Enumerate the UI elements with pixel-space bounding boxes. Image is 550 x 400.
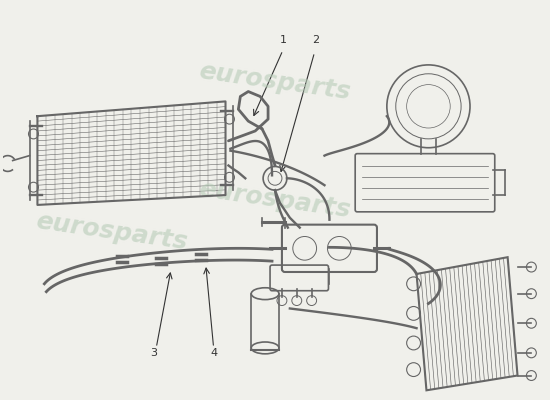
Text: eurosparts: eurosparts (197, 59, 353, 104)
Text: eurosparts: eurosparts (34, 209, 189, 254)
Text: 4: 4 (210, 348, 217, 358)
Text: 3: 3 (150, 348, 157, 358)
Text: 1: 1 (279, 35, 287, 45)
Text: eurosparts: eurosparts (197, 178, 353, 222)
Text: 2: 2 (312, 35, 319, 45)
